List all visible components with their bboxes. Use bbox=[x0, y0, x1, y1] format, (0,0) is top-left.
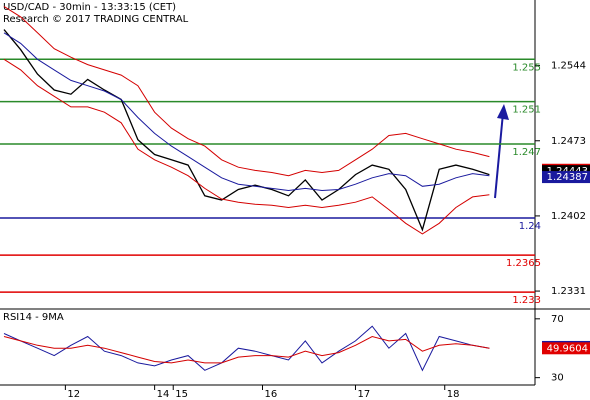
level-label: 1.2365 bbox=[506, 258, 541, 269]
y-tick-label: 30 bbox=[551, 373, 564, 384]
series-line bbox=[3, 32, 490, 192]
series-line bbox=[3, 325, 490, 372]
level-label: 1.255 bbox=[512, 62, 541, 73]
x-tick-label: 16 bbox=[264, 389, 277, 400]
forecast-arrowhead bbox=[497, 104, 509, 120]
level-label: 1.233 bbox=[512, 295, 541, 306]
y-tick-label: 1.2544 bbox=[551, 61, 586, 72]
series-line bbox=[3, 58, 490, 235]
series-line bbox=[3, 29, 490, 232]
chart-subtitle: Research © 2017 TRADING CENTRAL bbox=[3, 14, 189, 25]
x-tick-label: 12 bbox=[67, 389, 80, 400]
series-line bbox=[3, 335, 490, 364]
level-label: 1.24 bbox=[519, 221, 541, 232]
forecast-arrow bbox=[494, 112, 504, 199]
y-tick-label: 1.2331 bbox=[551, 286, 586, 297]
y-tick-label: 70 bbox=[551, 314, 564, 325]
price-tag bbox=[542, 342, 590, 355]
y-tick-label: 1.2473 bbox=[551, 136, 586, 147]
x-tick-label: 17 bbox=[357, 389, 370, 400]
price-tag-label: 1.24387 bbox=[547, 172, 588, 183]
series-line bbox=[3, 5, 490, 177]
x-tick-label: 15 bbox=[175, 389, 188, 400]
chart-title: USD/CAD - 30min - 13:33:15 (CET) bbox=[3, 2, 176, 13]
level-label: 1.251 bbox=[512, 105, 541, 116]
x-tick-label: 18 bbox=[447, 389, 460, 400]
x-tick-label: 14 bbox=[157, 389, 170, 400]
price-tag bbox=[542, 171, 590, 184]
y-tick-label: 1.2402 bbox=[551, 211, 586, 222]
price-tag-label: 49.9604 bbox=[547, 343, 588, 354]
rsi-title: RSI14 - 9MA bbox=[3, 312, 64, 323]
level-label: 1.247 bbox=[512, 147, 541, 158]
